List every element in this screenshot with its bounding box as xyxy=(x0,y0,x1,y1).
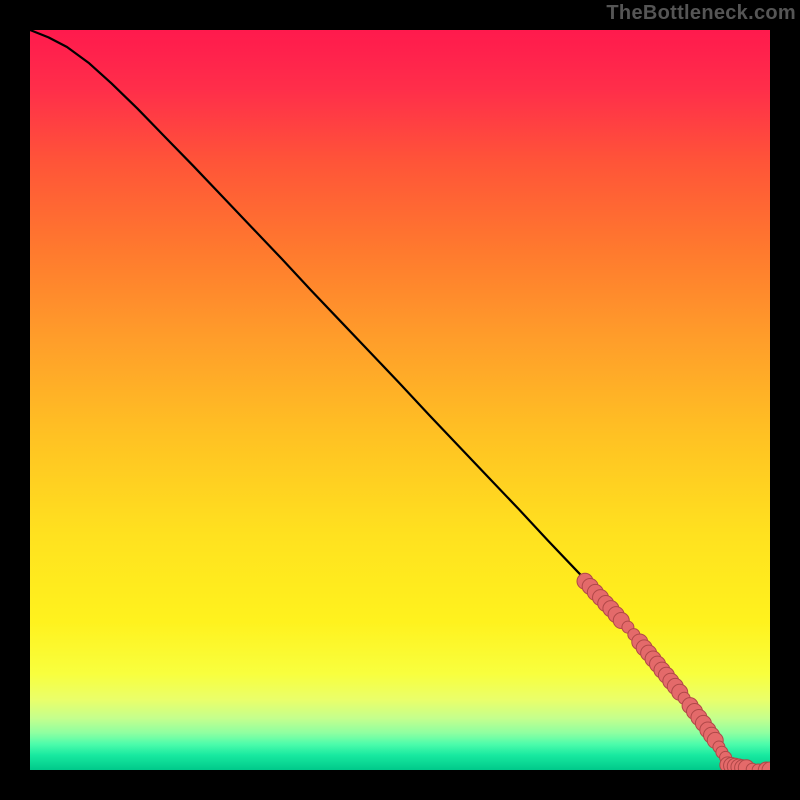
chart-stage: TheBottleneck.com xyxy=(0,0,800,800)
plot-area xyxy=(30,30,778,778)
chart-svg xyxy=(0,0,800,800)
watermark-text: TheBottleneck.com xyxy=(606,2,796,25)
